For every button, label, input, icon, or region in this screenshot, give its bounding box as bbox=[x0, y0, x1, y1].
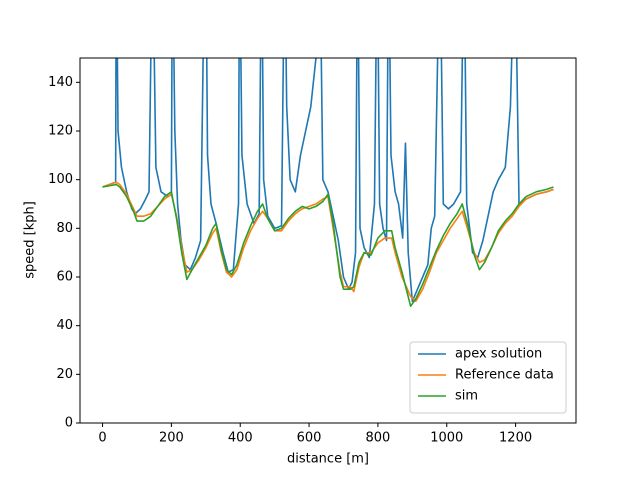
x-tick-label: 600 bbox=[297, 431, 322, 446]
legend-box bbox=[409, 341, 567, 414]
x-tick-label: 1000 bbox=[430, 431, 463, 446]
plot-area bbox=[102, 58, 554, 307]
y-tick-label: 0 bbox=[65, 416, 73, 431]
axes-frame bbox=[79, 57, 577, 424]
x-tick-label: 400 bbox=[228, 431, 253, 446]
y-tick-label: 60 bbox=[56, 270, 73, 285]
legend-label: sim bbox=[455, 389, 478, 404]
x-tick-label: 200 bbox=[159, 431, 184, 446]
series-line bbox=[102, 183, 554, 307]
legend-label: Reference data bbox=[455, 368, 554, 383]
x-axis-label: distance [m] bbox=[287, 452, 369, 467]
series-line bbox=[102, 181, 554, 303]
y-tick-label: 40 bbox=[56, 318, 73, 333]
x-tick-label: 0 bbox=[98, 431, 106, 446]
x-tick-label: 1200 bbox=[499, 431, 532, 446]
y-tick-label: 20 bbox=[56, 367, 73, 382]
y-tick-label: 140 bbox=[48, 75, 73, 90]
y-axis-label: speed [kph] bbox=[23, 201, 38, 279]
legend-label: apex solution bbox=[455, 347, 542, 362]
y-tick-label: 80 bbox=[56, 221, 73, 236]
series-line bbox=[102, 58, 554, 303]
x-tick-label: 800 bbox=[365, 431, 390, 446]
y-tick-label: 100 bbox=[48, 172, 73, 187]
y-tick-label: 120 bbox=[48, 124, 73, 139]
